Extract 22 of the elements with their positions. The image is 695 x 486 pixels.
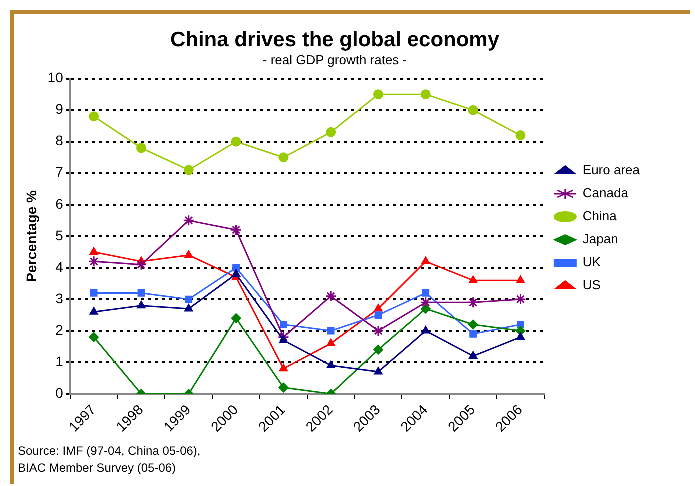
y-tick-label: 0 [56,384,64,401]
legend-label: Japan [582,232,618,247]
legend-label: UK [582,254,602,270]
y-tick-label: 5 [56,227,64,244]
y-tick-label: 4 [56,258,64,275]
legend-label: China [582,208,618,224]
text: BIAC Member Survey (05-06) [18,460,178,477]
y-tick-label: 3 [56,290,64,306]
y-axis-title: Percentage % [23,190,40,282]
source-note: Source: IMF (97-04, China 05-06), [18,443,201,460]
y-tick-label: 7 [56,164,64,180]
chart-subtitle: - real GDP growth rates - [262,52,408,68]
legend-label: US [582,278,602,293]
y-tick-label: 6 [56,196,64,212]
chart-title: China drives the global economy [170,28,500,52]
y-tick-label: 9 [56,101,64,118]
y-tick-label: 1 [56,353,64,370]
y-tick-label: 2 [56,322,64,338]
legend-label: Euro area [582,162,641,178]
y-tick-label: 8 [56,132,64,149]
legend-label: Canada [582,186,630,201]
y-tick-label: 10 [48,70,64,86]
